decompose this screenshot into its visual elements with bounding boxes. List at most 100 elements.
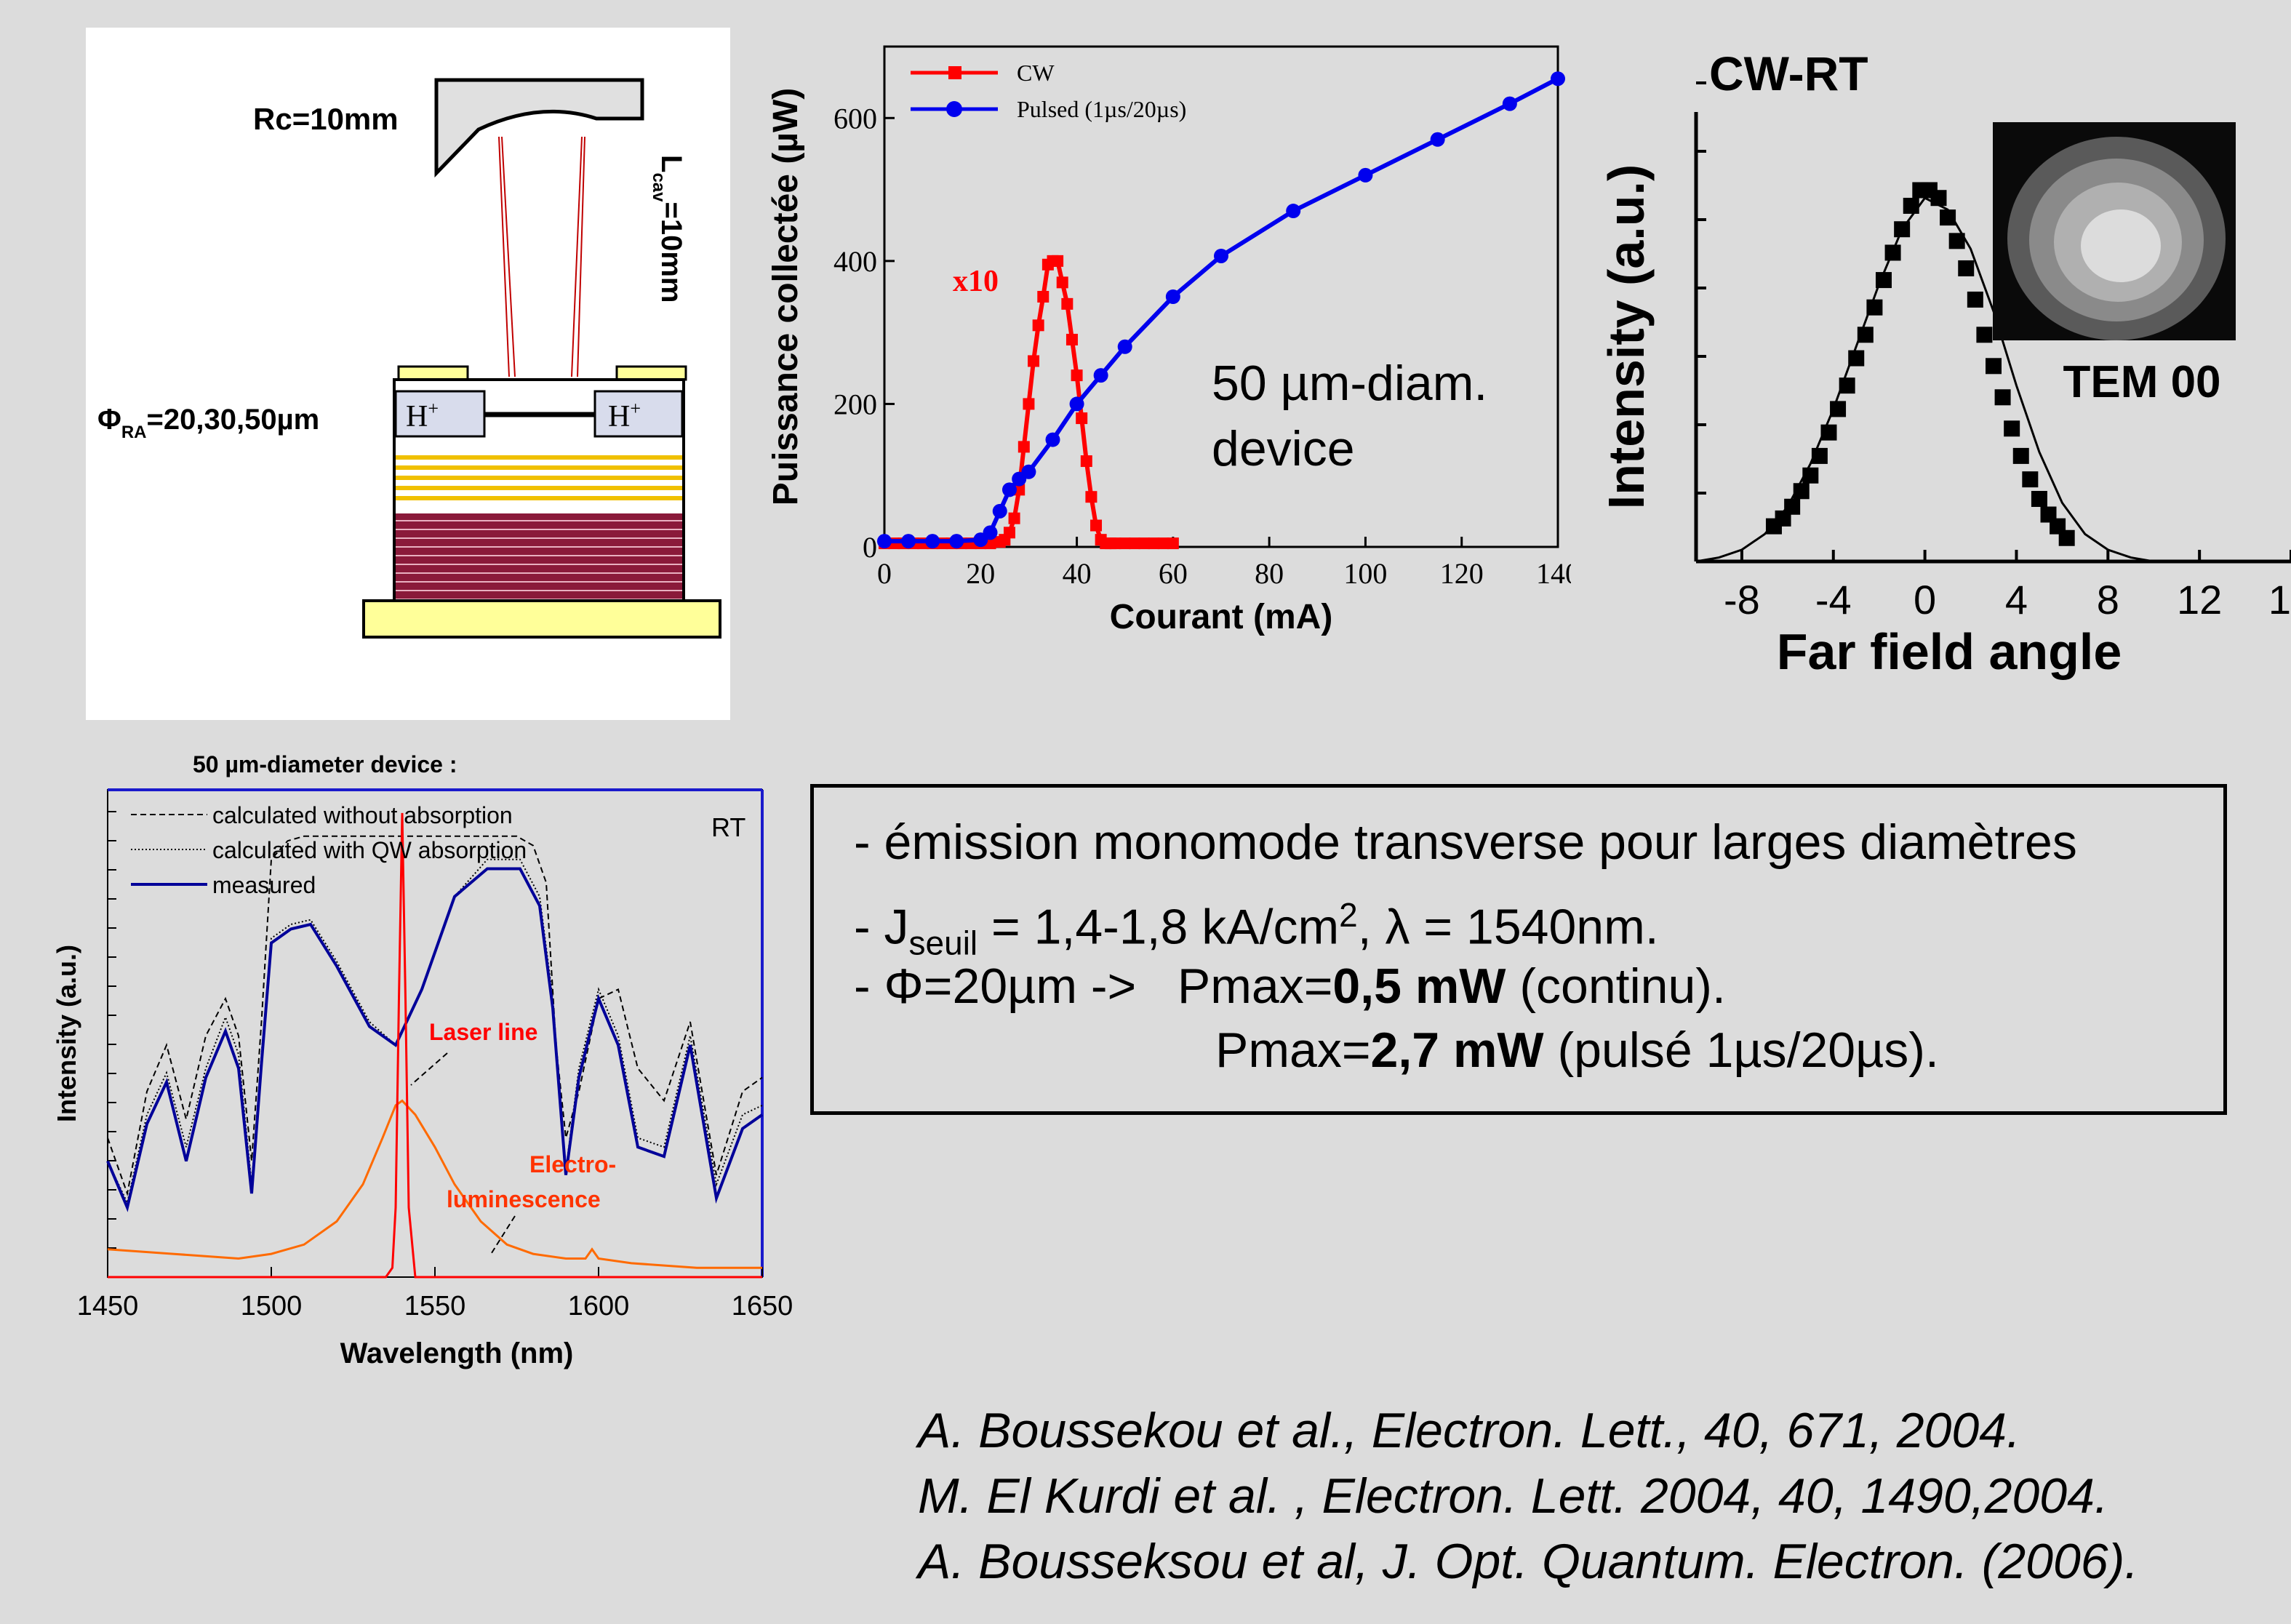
legend-label: calculated with QW absorption: [212, 837, 527, 863]
contact-pad: [397, 365, 469, 381]
phi-label: ΦRA=20,30,50µm: [97, 404, 319, 442]
inset-label: TEM 00: [2063, 357, 2220, 407]
x-tick-label: 60: [1159, 557, 1188, 590]
vcsel-schematic: Rc=10mm ΦRA=20,30,50µm Lcav=10mm H+ H+: [97, 78, 721, 639]
top-mirror-shape: [434, 78, 644, 178]
cw-point: [1037, 291, 1049, 303]
cw-point: [1061, 297, 1073, 310]
summary-line-2: - Jseuil = 1,4-1,8 kA/cm2, λ = 1540nm.: [854, 896, 1659, 962]
legend-marker: [948, 66, 961, 79]
curve-measured: [106, 867, 764, 1212]
legend-marker: [946, 101, 962, 117]
pulsed-point: [901, 534, 916, 549]
x-tick-label: 1550: [404, 1291, 466, 1321]
cw-point: [1065, 333, 1078, 345]
summary-line-4: Pmax=2,7 mW (pulsé 1µs/20µs).: [1215, 1023, 1939, 1078]
measured-point: [1820, 424, 1837, 441]
cw-point: [1109, 537, 1121, 550]
y-tick-label: 400: [833, 245, 877, 278]
y-tick-label: 600: [833, 102, 877, 135]
measured-point: [1903, 197, 1919, 214]
measured-point: [1866, 299, 1883, 316]
cw-point: [1023, 398, 1035, 410]
references: A. Boussekou et al., Electron. Lett., 40…: [918, 1398, 2138, 1594]
summary-box: - émission monomode transverse pour larg…: [810, 784, 2227, 1115]
measured-point: [2058, 529, 2075, 546]
pulsed-point: [992, 503, 1007, 519]
y-axis-label: Intensity (a.u.): [52, 945, 81, 1122]
top-dbr-layers: [396, 455, 682, 500]
x-tick-label: 120: [1440, 557, 1484, 590]
summary-line-1: - émission monomode transverse pour larg…: [854, 815, 2077, 870]
cw-point: [1138, 537, 1151, 550]
x-tick-label: 1450: [77, 1291, 139, 1321]
y-tick-label: 200: [833, 388, 877, 420]
x-tick-label: 40: [1063, 557, 1092, 590]
measured-point: [1976, 327, 1993, 343]
measured-point: [1967, 291, 1983, 308]
pulsed-point: [877, 534, 892, 549]
pulsed-point: [1286, 204, 1301, 219]
cw-point: [1085, 491, 1097, 503]
beam-line: [571, 136, 583, 377]
annotation-x10: x10: [953, 265, 999, 298]
annotation-laser-line: Laser line: [429, 1019, 537, 1045]
pulsed-point: [1117, 339, 1132, 354]
vcsel-diagram: Rc=10mm ΦRA=20,30,50µm Lcav=10mm H+ H+: [86, 28, 730, 720]
tem00-core: [2081, 209, 2161, 282]
corner-label-rt: RT: [711, 812, 745, 842]
cw-point: [1076, 412, 1088, 425]
measured-point: [2031, 491, 2047, 508]
beam-line: [577, 136, 585, 377]
plot-frame: [883, 45, 1559, 548]
measured-point: [1884, 244, 1901, 261]
pulsed-point: [925, 534, 940, 549]
annotation-leader: [489, 1215, 516, 1256]
legend-label: CW: [1017, 60, 1055, 86]
measured-point: [1875, 272, 1892, 289]
y-axis-label: Puissance collectée (µW): [767, 88, 805, 506]
reference-item: A. Boussekou et al., Electron. Lett., 40…: [918, 1403, 2020, 1458]
curve-laser-line: [108, 812, 762, 1279]
measured-point: [1930, 190, 1947, 207]
measured-point: [1839, 377, 1855, 394]
cw-point: [1028, 355, 1040, 367]
cw-point: [1003, 527, 1015, 539]
chart-title: CW-RT: [1709, 47, 1868, 100]
pulsed-point: [1001, 482, 1017, 497]
contact-pad: [615, 365, 687, 381]
pulsed-point: [1551, 71, 1565, 87]
cw-point: [1080, 455, 1092, 468]
legend-label: Pulsed (1µs/20µs): [1017, 96, 1186, 122]
measured-point: [1802, 467, 1819, 484]
summary-line-3: - Φ=20µm -> Pmax=0,5 mW (continu).: [854, 959, 1726, 1014]
measured-point: [1793, 483, 1810, 500]
x-tick-label: 0: [1914, 577, 1936, 623]
annotation-el-line1: Electro-: [529, 1151, 616, 1177]
x-tick-label: 1500: [241, 1291, 303, 1321]
spectrum-chart: 50 µm-diameter device : 1450 1500 1550 1600 1…: [44, 742, 815, 1382]
cw-point: [1167, 537, 1179, 550]
y-axis-label: Intensity (a.u.): [1598, 164, 1655, 509]
device-note-line1: 50 µm-diam.: [1212, 356, 1487, 411]
x-axis-label: Wavelength (nm): [340, 1337, 574, 1369]
x-tick-label: 16: [2268, 577, 2291, 623]
pulsed-point: [1045, 432, 1060, 447]
chart-title: 50 µm-diameter device :: [193, 751, 457, 777]
measured-point: [2012, 447, 2029, 464]
pulsed-point: [1358, 167, 1373, 183]
measured-point: [1811, 447, 1828, 464]
pulsed-point: [983, 525, 998, 540]
li-chart-svg: 0 20 40 60 80 100 120 140 0 200 400 600 Courant (mA)…: [767, 45, 1580, 636]
cw-point: [1032, 319, 1044, 332]
x-axis-label: Courant (mA): [1110, 598, 1333, 636]
x-tick-label: -8: [1724, 577, 1760, 623]
beam-line: [501, 136, 516, 377]
x-tick-label: 12: [2177, 577, 2222, 623]
pulsed-point: [1069, 396, 1084, 412]
x-axis-label: Far field angle: [1777, 623, 2122, 680]
pulsed-point: [1093, 368, 1108, 383]
farfield-chart: CW-RT -8 -4 0 4 8 12 16 Far field angle Intensity…: [1586, 36, 2291, 691]
spectrum-chart-svg: 50 µm-diameter device : 1450 1500 1550 1600 1…: [52, 751, 793, 1369]
pulsed-point: [1021, 464, 1036, 479]
